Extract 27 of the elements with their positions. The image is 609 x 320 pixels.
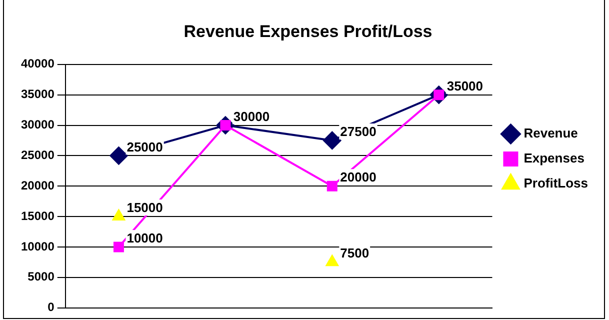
point [110, 146, 128, 165]
y-tick-label: 5000 [28, 270, 55, 284]
legend-label: ProfitLoss [524, 176, 588, 191]
point [323, 131, 342, 150]
y-tick-label: 10000 [20, 239, 55, 254]
data-label: 20000 [340, 170, 376, 185]
y-tick-label: 0 [48, 300, 55, 314]
point [326, 180, 338, 192]
data-label: 15000 [126, 200, 163, 216]
point [112, 210, 125, 221]
data-label: 27500 [340, 124, 376, 140]
point [113, 242, 124, 252]
legend-label: Expenses [524, 150, 584, 166]
data-label: 30000 [233, 108, 270, 124]
chart-title: Revenue Expenses Profit/Loss [184, 22, 432, 41]
y-tick-label: 30000 [20, 118, 55, 132]
y-tick-label: 20000 [20, 178, 55, 192]
data-label: 35000 [446, 78, 484, 94]
point [326, 255, 338, 266]
legend-label: Revenue [524, 126, 578, 141]
y-tick-label: 25000 [20, 148, 55, 162]
data-label: 10000 [126, 230, 163, 246]
y-tick-label: 35000 [20, 87, 55, 102]
data-label: 25000 [126, 139, 163, 154]
y-tick-label: 15000 [20, 208, 55, 223]
data-label: 7500 [340, 246, 370, 261]
y-tick-label: 40000 [20, 56, 55, 71]
